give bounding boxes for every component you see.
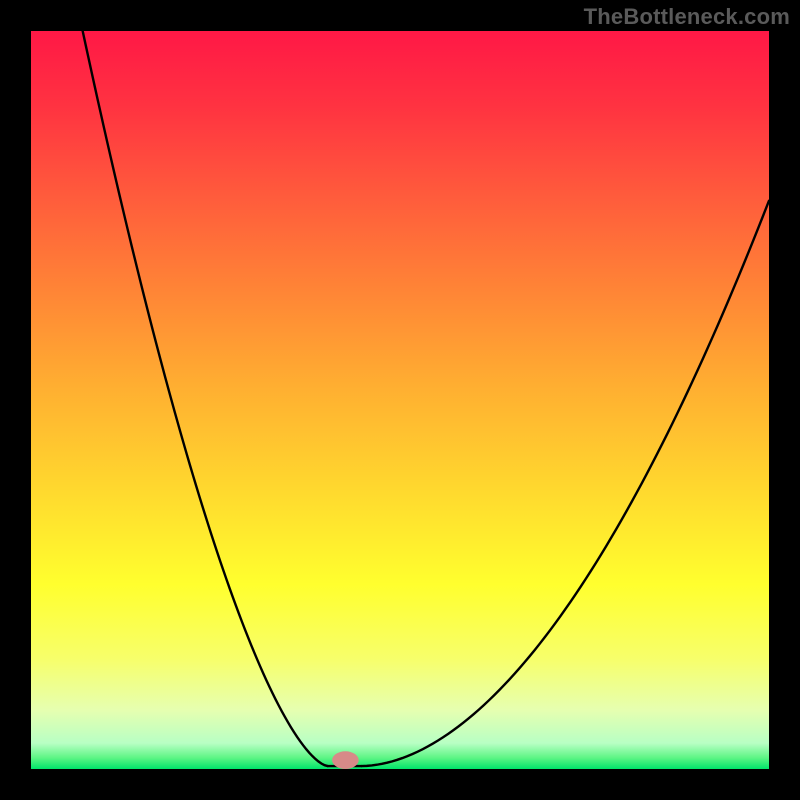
bottleneck-chart [31, 31, 769, 769]
chart-svg [31, 31, 769, 769]
optimum-marker [332, 751, 359, 769]
watermark-label: TheBottleneck.com [584, 4, 790, 30]
figure-container: TheBottleneck.com [0, 0, 800, 800]
gradient-background [31, 31, 769, 769]
